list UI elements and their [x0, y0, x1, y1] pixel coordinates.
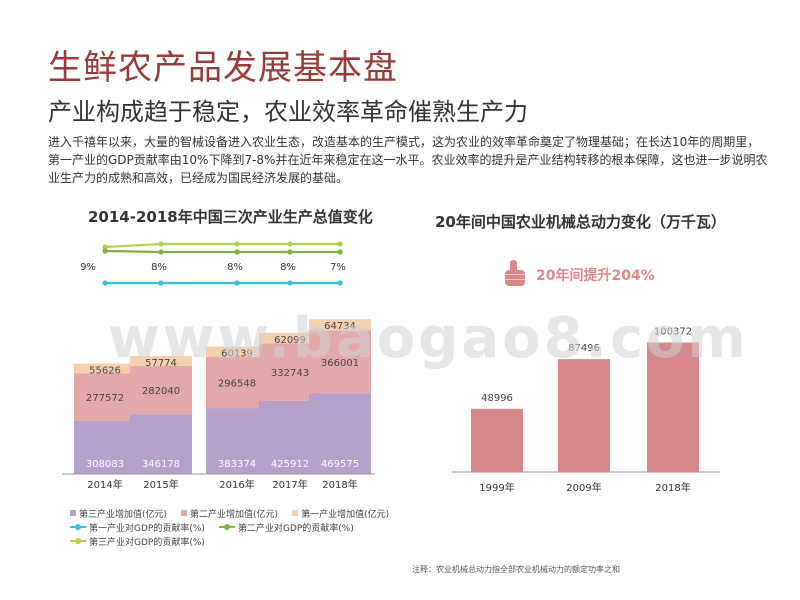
bar-secondary	[74, 373, 136, 422]
primary-rate-label: 9%	[80, 262, 96, 273]
line-point-tertiary	[158, 241, 164, 247]
intro-paragraph: 进入千禧年以来，大量的智械设备进入农业生态，改造基本的生产模式，这为农业的效率革…	[48, 135, 768, 185]
x-tick-label: 2014年	[87, 478, 122, 491]
left-chart-legend: 第三产业增加值(亿元) 第二产业增加值(亿元) 第一产业增加值(亿元) 第一产业…	[70, 506, 403, 548]
bar-value-label: 100372	[654, 327, 692, 338]
bar-secondary	[130, 365, 192, 415]
bar-value-label: 48996	[481, 393, 513, 404]
x-tick-label: 2018年	[322, 478, 357, 491]
bar-value-label: 282040	[142, 386, 180, 397]
bar-value-label: 296548	[218, 379, 256, 390]
bar-value-label: 425912	[271, 459, 309, 470]
line-point-primary	[287, 280, 293, 286]
line-secondary	[104, 249, 340, 254]
legend-swatch	[181, 510, 188, 516]
primary-rate-label: 7%	[330, 262, 346, 273]
page-title: 生鲜农产品发展基本盘	[48, 48, 398, 88]
legend-swatch	[70, 510, 76, 516]
left-chart-title: 2014-2018年中国三次产业生产总值变化	[88, 208, 373, 226]
line-point-primary	[102, 280, 108, 286]
bar-value-label: 64734	[324, 321, 356, 332]
line-point-secondary	[158, 249, 164, 255]
footnote: 注释：农业机械总动力指全部农业机械动力的额定功率之和	[412, 565, 620, 574]
line-tertiary	[104, 242, 340, 249]
bar-tertiary	[74, 421, 136, 474]
bar-machinery	[558, 359, 610, 472]
legend-item-tertiary-bar: 第三产业增加值(亿元)	[70, 507, 167, 520]
primary-rate-label: 8%	[227, 262, 243, 273]
bar-value-label: 308083	[86, 459, 124, 470]
growth-badge: 20年间提升204%	[502, 258, 655, 292]
bar-primary	[206, 346, 268, 358]
bar-value-label: 383374	[218, 459, 256, 470]
bar-primary	[74, 363, 136, 374]
bar-tertiary	[130, 414, 192, 474]
legend-swatch	[70, 536, 86, 546]
x-tick-label: 2018年	[655, 481, 690, 494]
legend-item-secondary-bar: 第二产业增加值(亿元)	[181, 507, 278, 520]
legend-label: 第三产业增加值(亿元)	[79, 509, 168, 520]
line-point-primary	[234, 280, 240, 286]
line-point-tertiary	[102, 244, 108, 250]
line-point-secondary	[102, 248, 108, 254]
x-tick-label: 2016年	[219, 478, 254, 491]
legend-item-primary-line: 第一产业对GDP的贡献率(%)	[70, 521, 205, 534]
left-chart: 9% 8% 8% 8% 7% 308083 277572 55626 2014年 346178 28…	[62, 241, 375, 491]
growth-badge-text: 20年间提升204%	[536, 268, 655, 284]
primary-rate-label: 8%	[280, 262, 296, 273]
bar-value-label: 62099	[274, 335, 306, 346]
x-tick-label: 1999年	[479, 481, 514, 494]
x-tick-label: 2017年	[272, 478, 307, 491]
bar-value-label: 55626	[89, 366, 121, 377]
legend-swatch	[70, 522, 86, 532]
bar-machinery	[471, 408, 523, 472]
legend-swatch	[218, 522, 235, 532]
primary-rate-label: 8%	[151, 262, 167, 273]
legend-label: 第一产业对GDP的贡献率(%)	[89, 523, 205, 534]
legend-item-secondary-line: 第二产业对GDP的贡献率(%)	[218, 521, 354, 534]
bar-value-label: 346178	[142, 459, 180, 470]
line-point-tertiary	[287, 241, 293, 247]
legend-item-primary-bar: 第一产业增加值(亿元)	[292, 507, 389, 520]
page-subtitle: 产业构成趋于稳定，农业效率革命催熟生产力	[48, 98, 528, 126]
thumbs-up-icon	[502, 258, 528, 292]
line-point-primary	[337, 280, 343, 286]
right-chart-title: 20年间中国农业机械总动力变化（万千瓦）	[435, 213, 726, 231]
bar-primary	[309, 319, 371, 331]
line-point-tertiary	[234, 241, 240, 247]
x-tick-label: 2015年	[143, 478, 178, 491]
line-point-primary	[158, 280, 164, 286]
bar-value-label: 87496	[568, 343, 600, 354]
right-chart: 48996 1999年 87496 2009年 100372 2018年	[452, 327, 720, 494]
legend-label: 第二产业增加值(亿元)	[190, 509, 279, 520]
bar-value-label: 57774	[145, 358, 177, 369]
bar-value-label: 332743	[271, 368, 309, 379]
bar-primary	[259, 332, 321, 344]
line-point-secondary	[287, 249, 293, 255]
legend-label: 第一产业增加值(亿元)	[301, 509, 390, 520]
bar-machinery	[647, 342, 699, 472]
legend-label: 第三产业对GDP的贡献率(%)	[89, 537, 205, 548]
bar-secondary	[309, 330, 371, 394]
line-point-secondary	[337, 249, 343, 255]
legend-item-tertiary-line: 第三产业对GDP的贡献率(%)	[70, 535, 205, 548]
bar-value-label: 60139	[221, 349, 253, 360]
x-tick-label: 2009年	[566, 481, 601, 494]
bar-value-label: 277572	[86, 393, 124, 404]
watermark: www.baogao8.com	[108, 306, 749, 371]
bar-tertiary	[309, 393, 371, 474]
bar-value-label: 366001	[321, 358, 359, 369]
line-point-tertiary	[337, 241, 343, 247]
bar-primary	[130, 356, 192, 366]
bar-tertiary	[206, 408, 268, 474]
bar-value-label: 469575	[321, 459, 359, 470]
bar-secondary	[206, 357, 268, 409]
line-point-secondary	[234, 249, 240, 255]
legend-label: 第二产业对GDP的贡献率(%)	[237, 523, 354, 534]
legend-swatch	[292, 510, 299, 516]
